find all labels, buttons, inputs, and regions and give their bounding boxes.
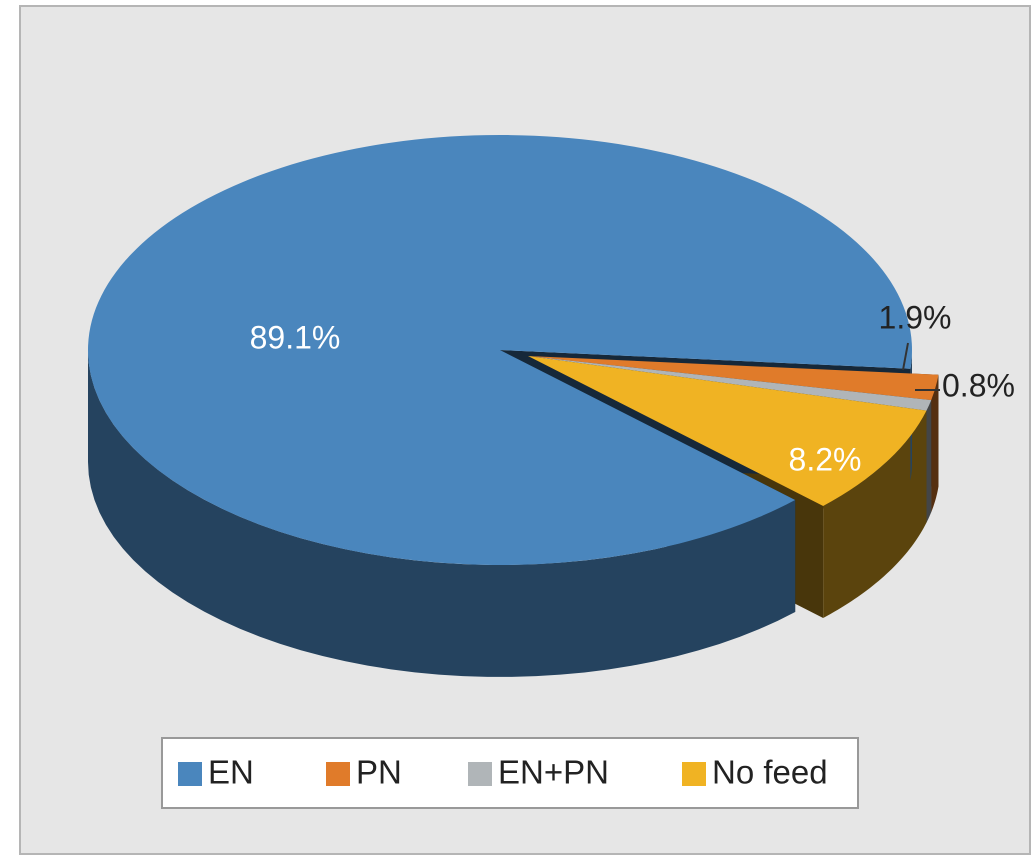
legend-label: PN bbox=[356, 754, 402, 791]
data-label: 1.9% bbox=[879, 299, 952, 335]
slice bbox=[528, 356, 927, 506]
slice bbox=[528, 356, 939, 401]
legend-swatch bbox=[682, 762, 706, 786]
data-label: 0.8% bbox=[942, 367, 1015, 403]
legend-box bbox=[161, 737, 859, 809]
legend-label: EN+PN bbox=[498, 754, 609, 791]
slice-wall bbox=[823, 410, 927, 618]
legend-swatch bbox=[326, 762, 350, 786]
legend-swatch bbox=[178, 762, 202, 786]
slice bbox=[528, 356, 932, 411]
leader-line bbox=[902, 342, 909, 371]
legend-label: No feed bbox=[712, 754, 828, 791]
legend: EN PN EN+PN No feed bbox=[178, 754, 828, 791]
slice-wall bbox=[931, 374, 939, 513]
slice-wall bbox=[926, 400, 932, 523]
data-label: 8.2% bbox=[789, 441, 862, 477]
slice bbox=[88, 135, 913, 566]
pie-tops bbox=[88, 135, 939, 566]
legend-swatch bbox=[468, 762, 492, 786]
legend-label: EN bbox=[208, 754, 254, 791]
slice-wall bbox=[88, 350, 796, 677]
data-labels: 89.1% 1.9% 0.8% 8.2% bbox=[250, 299, 1015, 477]
data-label: 89.1% bbox=[250, 319, 341, 355]
